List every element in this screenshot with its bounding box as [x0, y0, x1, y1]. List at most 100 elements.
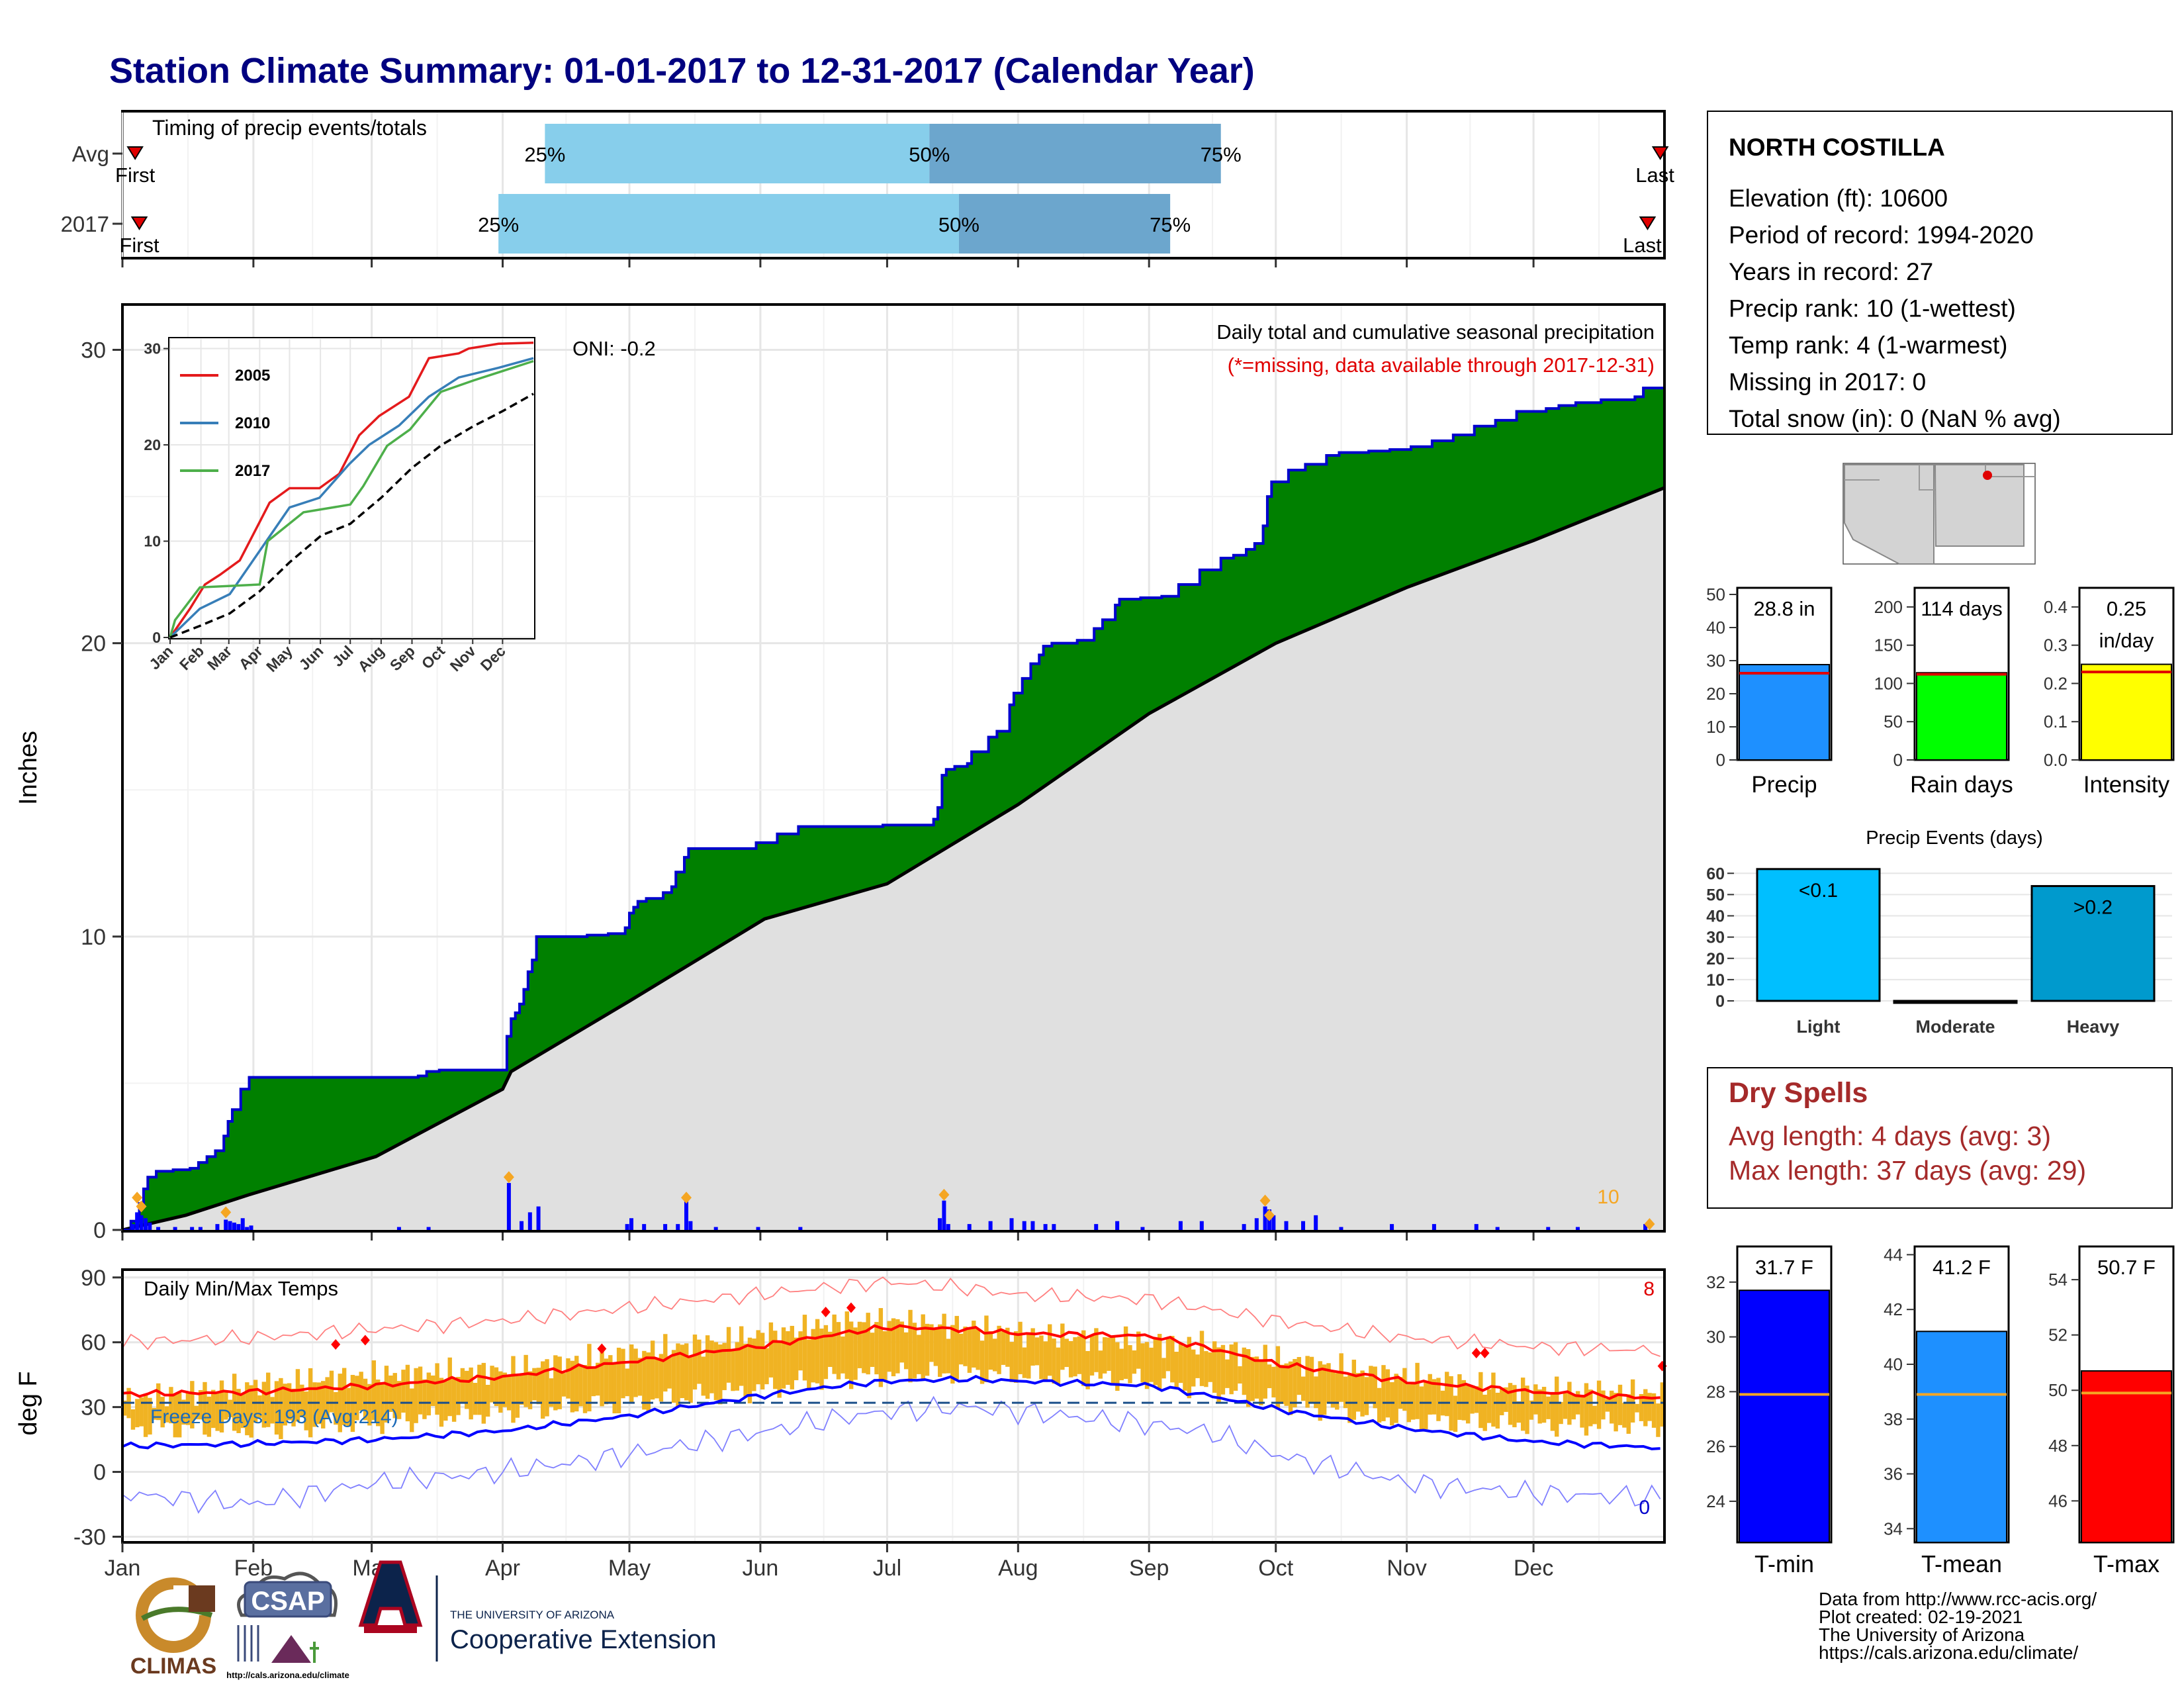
- inset-series-line: [169, 357, 534, 639]
- daily-temp-range: [477, 1364, 482, 1415]
- daily-temp-range: [591, 1366, 596, 1397]
- precip-y-tick-label: 10: [81, 925, 106, 950]
- location-map: [1843, 463, 2036, 565]
- daily-temp-range: [557, 1356, 562, 1409]
- daily-temp-range: [1123, 1326, 1128, 1380]
- daily-temp-range: [287, 1383, 292, 1421]
- daily-temp-range: [414, 1368, 418, 1423]
- daily-temp-range: [671, 1350, 676, 1403]
- summary-bar-category: T-min: [1754, 1550, 1814, 1577]
- daily-temp-range: [1208, 1352, 1212, 1382]
- first-event-label: First: [115, 164, 156, 187]
- daily-temp-range: [418, 1366, 423, 1415]
- daily-temp-range: [283, 1383, 287, 1426]
- last-event-label: Last: [1635, 164, 1674, 187]
- daily-temp-range: [1385, 1369, 1390, 1418]
- daily-precip-bar: [135, 1212, 140, 1230]
- daily-temp-range: [405, 1364, 410, 1422]
- events-bar-label: <0.1: [1799, 880, 1838, 902]
- daily-temp-range: [1356, 1373, 1361, 1412]
- daily-temp-range: [1377, 1387, 1382, 1423]
- daily-temp-range: [143, 1394, 148, 1437]
- daily-temp-range: [384, 1366, 389, 1423]
- daily-temp-range: [1626, 1394, 1631, 1434]
- daily-temp-range: [549, 1378, 554, 1407]
- daily-temp-range: [1369, 1366, 1373, 1404]
- summary-bar-category: Precip: [1751, 772, 1817, 798]
- temp-y-tick-label: 30: [81, 1395, 106, 1421]
- daily-temp-range: [862, 1322, 866, 1374]
- daily-temp-range: [1195, 1354, 1200, 1378]
- daily-temp-range: [1643, 1389, 1648, 1427]
- daily-precip-bar: [1339, 1227, 1343, 1230]
- daily-precip-bar: [143, 1218, 148, 1230]
- university-of-arizona-logo: THE UNIVERSITY OF ARIZONA Cooperative Ex…: [358, 1560, 716, 1662]
- timing-q75-label: 75%: [1201, 143, 1242, 166]
- daily-precip-bar: [1178, 1221, 1183, 1230]
- daily-temp-range: [469, 1367, 473, 1420]
- daily-precip-bar: [240, 1218, 245, 1230]
- record-high-marker: [360, 1335, 370, 1346]
- daily-precip-bar: [148, 1222, 152, 1230]
- daily-temp-range: [1102, 1337, 1107, 1374]
- daily-temp-range: [1174, 1352, 1179, 1387]
- summary-bar-value: 0.25: [2107, 597, 2146, 620]
- daily-temp-range: [334, 1391, 338, 1425]
- daily-temp-range: [963, 1327, 968, 1366]
- precip-summary-charts: 0 10 20 30 40 50 28.8 in Precip 0 50 100 150 200 114 …: [1706, 585, 2175, 798]
- daily-temp-range: [1614, 1393, 1618, 1432]
- extreme-precip-marker: [1263, 1209, 1275, 1221]
- extreme-precip-marker: [132, 1192, 143, 1204]
- daily-precip-bar: [756, 1227, 760, 1230]
- daily-temp-range: [401, 1370, 406, 1413]
- daily-temp-range: [435, 1363, 439, 1415]
- daily-temp-range: [164, 1406, 169, 1423]
- daily-temp-range: [1571, 1395, 1576, 1420]
- daily-precip-bar: [663, 1224, 668, 1230]
- credit-line: The University of Arizona: [1819, 1624, 2025, 1645]
- daily-precip-bar: [426, 1227, 431, 1230]
- timing-q50-label: 50%: [909, 143, 950, 166]
- month-label: Aug: [998, 1556, 1038, 1581]
- daily-temp-range: [705, 1335, 710, 1399]
- summary-y-tick-label: 0: [1893, 750, 1903, 770]
- daily-temp-range: [1335, 1373, 1340, 1410]
- daily-temp-range: [1048, 1324, 1052, 1376]
- events-bar: [2030, 885, 2156, 1002]
- summary-bar-category: T-mean: [1921, 1550, 2002, 1577]
- month-label: Oct: [1258, 1556, 1293, 1581]
- temp-y-tick-label: 60: [81, 1331, 106, 1356]
- daily-temp-range: [1259, 1360, 1263, 1405]
- daily-precip-bar: [713, 1227, 718, 1230]
- daily-precip-bar: [215, 1224, 220, 1230]
- events-y-tick-label: 10: [1706, 971, 1725, 990]
- station-name: NORTH COSTILLA: [1729, 134, 1945, 161]
- daily-temp-range: [515, 1376, 520, 1418]
- daily-temp-range: [1445, 1372, 1449, 1417]
- daily-temp-range: [1238, 1366, 1242, 1384]
- daily-temp-range: [451, 1377, 457, 1422]
- inset-y-tick-label: 10: [144, 533, 161, 550]
- daily-temp-range: [396, 1381, 402, 1419]
- daily-temp-range: [1402, 1368, 1407, 1411]
- daily-temp-range: [1415, 1362, 1420, 1419]
- summary-y-tick-label: 0.3: [2044, 635, 2068, 655]
- daily-temp-range: [790, 1325, 795, 1389]
- daily-temp-range: [498, 1371, 503, 1413]
- daily-temp-range: [520, 1375, 524, 1405]
- precip-y-tick-label: 0: [93, 1218, 106, 1243]
- daily-temp-range: [304, 1391, 308, 1430]
- daily-temp-range: [456, 1377, 461, 1415]
- daily-temp-range: [122, 1400, 127, 1416]
- daily-temp-range: [747, 1337, 752, 1403]
- daily-temp-range: [527, 1371, 533, 1409]
- summary-bar-value: in/day: [2099, 629, 2154, 652]
- daily-temp-range: [1149, 1347, 1154, 1382]
- daily-temp-range: [1136, 1331, 1141, 1369]
- daily-temp-range: [1199, 1331, 1205, 1386]
- summary-y-tick-label: 46: [2048, 1491, 2068, 1511]
- daily-temp-range: [1022, 1347, 1027, 1378]
- daily-temp-range: [376, 1380, 381, 1427]
- summary-y-tick-label: 34: [1884, 1519, 1903, 1538]
- inset-y-tick-label: 20: [144, 436, 161, 453]
